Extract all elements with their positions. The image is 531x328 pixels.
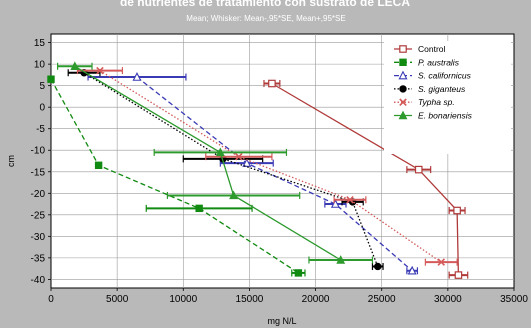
legend-marker [399,58,407,66]
y-tick-label: -35 [31,253,46,264]
x-tick-label: 5000 [106,294,129,305]
data-point [437,258,446,266]
data-point [268,79,276,88]
legend-label: S. californicus [418,71,472,81]
data-point [229,190,238,200]
chart-title: de nutrientes de tratamiento con sustrat… [120,0,410,9]
y-tick-label: -10 [31,146,46,157]
data-point [195,204,203,213]
series-line [271,82,460,276]
legend: Control P. australis S. californicus S. gig… [384,41,511,154]
series-line [136,76,413,272]
data-point [374,262,382,271]
y-tick-label: 15 [34,38,46,49]
series-2 [87,72,419,275]
legend-label: S. giganteus [418,84,466,94]
series-0 [263,79,469,279]
legend-marker [399,45,407,53]
legend-label: E. bonariensis [418,111,473,121]
data-point [346,195,354,204]
data-point [96,66,104,75]
series-1 [47,75,306,277]
x-tick-label: 15000 [236,294,264,305]
x-tick-label: 0 [48,294,54,305]
legend-label: P. australis [418,57,460,67]
series-line [99,70,442,263]
y-tick-label: 0 [39,103,45,114]
y-axis-label: cm [6,155,16,167]
x-tick-label: 20000 [302,294,330,305]
y-tick-label: 5 [39,81,45,92]
y-tick-label: -25 [31,210,46,221]
y-tick-label: -15 [31,167,46,178]
data-point [94,161,103,170]
data-point [70,61,80,70]
series-5 [57,61,374,264]
data-point [407,265,417,275]
data-point [47,75,55,83]
y-tick-label: -20 [31,189,46,200]
series-line [50,78,299,274]
data-point [132,72,142,81]
data-point [336,255,346,264]
data-point [414,165,423,174]
legend-marker [398,70,408,80]
data-point [453,206,461,215]
data-point [294,269,303,277]
data-point [330,199,340,208]
x-axis-label: mg N/L [267,316,296,326]
data-point [235,152,243,161]
x-tick-label: 10000 [169,294,197,305]
data-point [454,271,463,279]
series-line [83,72,379,267]
legend-marker [399,85,407,93]
y-tick-label: -40 [31,275,46,286]
legend-marker [399,98,407,106]
x-tick-label: 25000 [368,294,396,305]
x-tick-label: 35000 [500,294,528,305]
x-tick-label: 30000 [434,294,462,305]
legend-label: Control [418,44,446,54]
y-tick-label: -5 [36,124,45,135]
ticks-layer: 0 5000 10000 15000 20000 25000 30000 35000 15 10 5… [31,38,529,305]
legend-marker [398,110,408,120]
data-point [242,158,252,167]
data-point [215,147,225,157]
y-tick-label: -30 [31,232,46,243]
series-line [74,65,342,261]
series-layer [47,61,469,279]
chart-subtitle: Mean; Whisker: Mean-,95*SE, Mean+,95*SE [186,14,345,23]
series-4 [76,66,458,266]
legend-label: Typha sp. [418,97,455,107]
y-tick-label: 10 [34,60,46,71]
